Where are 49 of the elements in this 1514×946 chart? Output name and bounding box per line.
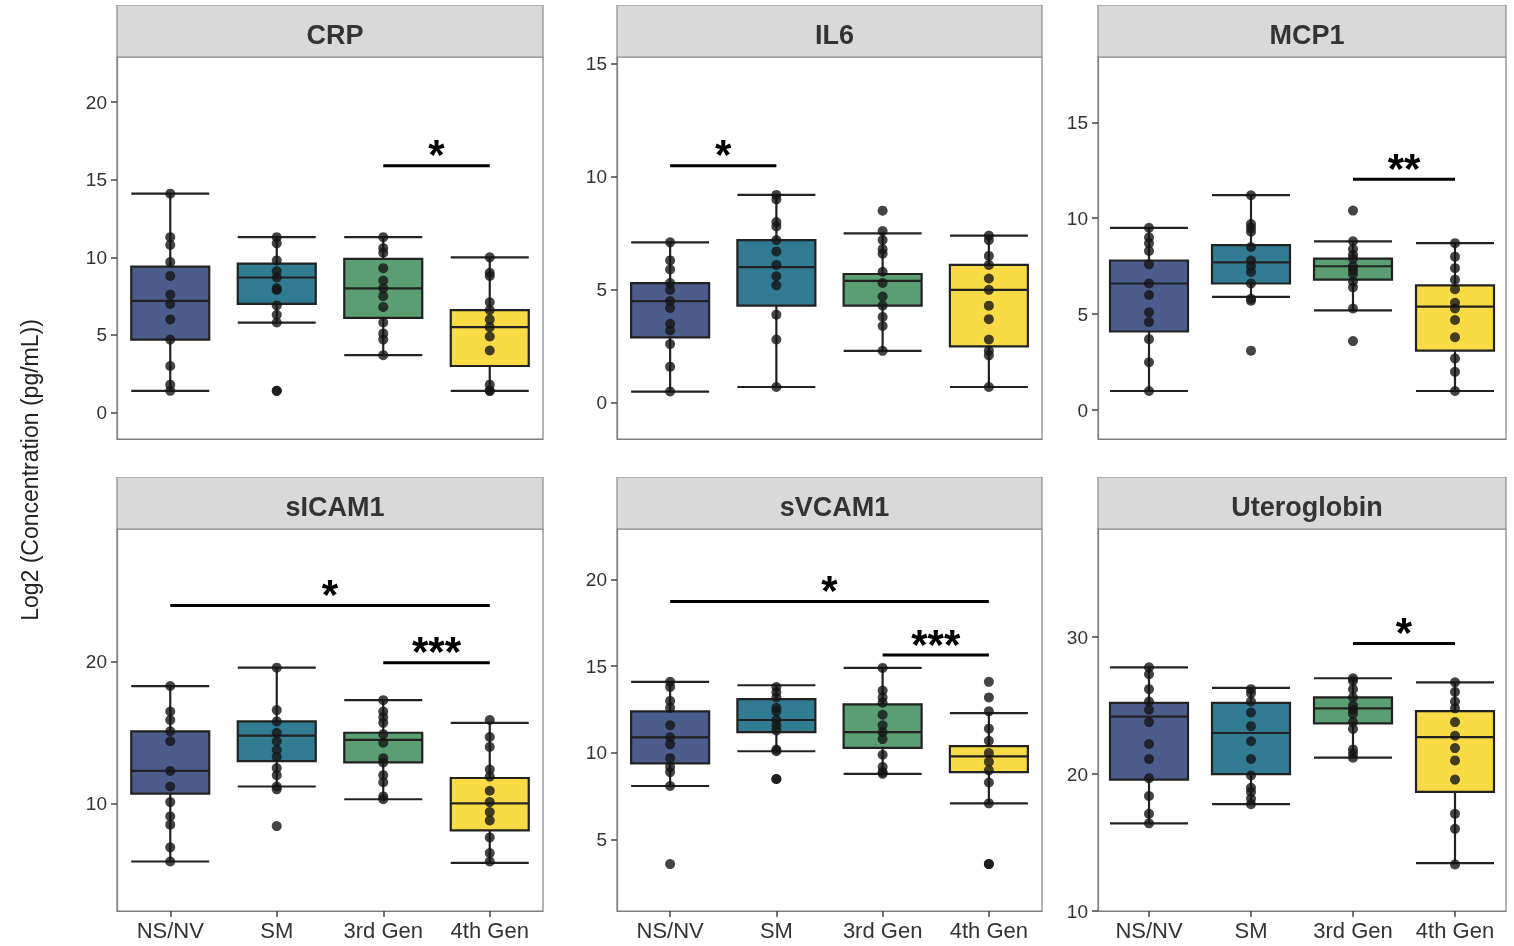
y-axis-title: Log2 (Concentration (pg/mL))	[16, 319, 44, 621]
y-tick-label: 15	[585, 53, 607, 75]
y-tick-label: 20	[585, 568, 607, 590]
y-tick-label: 15	[85, 169, 107, 191]
annotation: **	[1387, 144, 1421, 192]
y-tick-label: 10	[1066, 900, 1088, 922]
x-tick-label: NS/NV	[636, 917, 705, 943]
y-tick-label: 0	[1077, 399, 1088, 421]
y-tick-label: 20	[85, 651, 107, 673]
y-tick-label: 15	[1066, 111, 1088, 133]
chart-title: sICAM1	[285, 491, 385, 522]
y-tick-label: 0	[596, 392, 607, 414]
annotation: ***	[911, 620, 961, 668]
y-tick-label: 15	[585, 655, 607, 677]
y-tick-label: 10	[85, 792, 107, 814]
y-tick-label: 10	[585, 742, 607, 764]
x-tick-label: 4th Gen	[1415, 917, 1495, 943]
y-tick-label: 20	[1066, 763, 1088, 785]
x-tick-label: SM	[260, 917, 294, 943]
annotation: *	[1395, 609, 1413, 657]
x-tick-label: 3rd Gen	[842, 917, 923, 943]
y-tick-label: 5	[1077, 303, 1088, 325]
x-tick-label: SM	[1234, 917, 1268, 943]
annotation: *	[821, 567, 839, 615]
chart-title: CRP	[306, 19, 364, 50]
x-tick-label: 4th Gen	[949, 917, 1029, 943]
y-tick-label: 10	[85, 246, 107, 268]
y-tick-label: 5	[96, 324, 107, 346]
annotation: *	[428, 131, 446, 179]
y-tick-label: 5	[596, 279, 607, 301]
y-tick-label: 20	[85, 91, 107, 113]
x-tick-label: NS/NV	[136, 917, 205, 943]
y-tick-label: 10	[585, 166, 607, 188]
y-tick-label: 10	[1066, 207, 1088, 229]
chart-title: Uteroglobin	[1231, 491, 1383, 522]
chart-title: MCP1	[1269, 19, 1345, 50]
x-tick-label: SM	[759, 917, 793, 943]
chart-title: IL6	[814, 19, 855, 50]
annotation: *	[321, 570, 339, 618]
x-tick-label: 3rd Gen	[343, 917, 423, 943]
y-tick-label: 5	[596, 829, 607, 851]
annotation: ***	[411, 628, 462, 676]
x-tick-label: 3rd Gen	[1313, 917, 1393, 943]
x-tick-label: 4th Gen	[450, 917, 529, 943]
x-tick-label: NS/NV	[1115, 917, 1183, 943]
annotation: *	[715, 131, 733, 179]
chart-title: sVCAM1	[779, 491, 890, 522]
y-tick-label: 30	[1066, 626, 1088, 648]
y-tick-label: 0	[96, 402, 107, 424]
